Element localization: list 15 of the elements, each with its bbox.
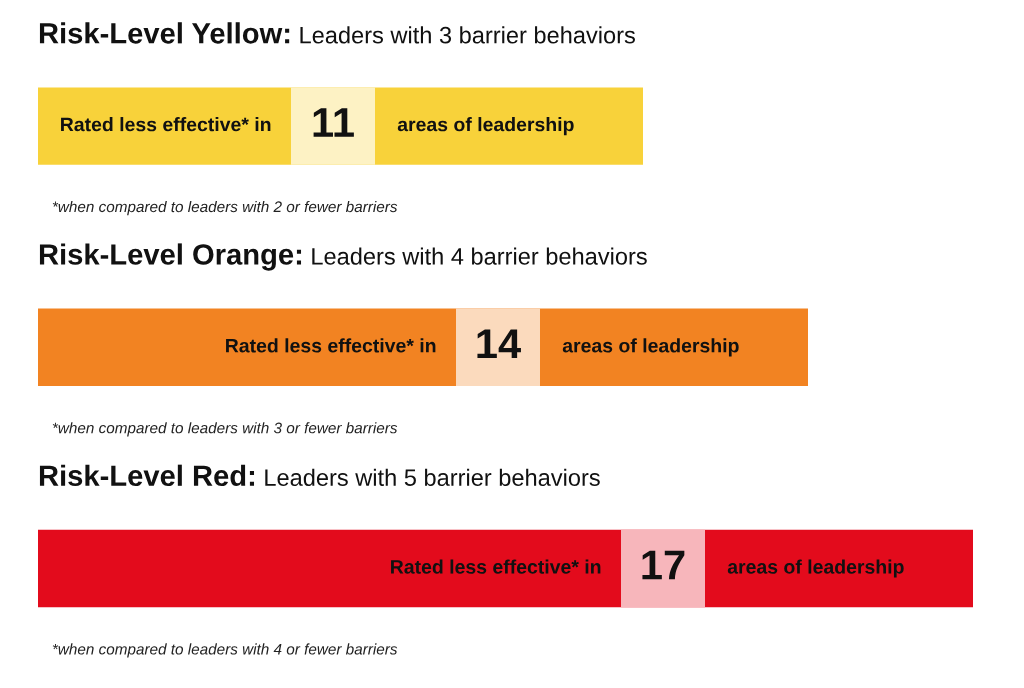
y-tick-label: Risk-Level Red: Leaders with 5 barrier behaviors	[39, 464, 600, 487]
annotation: areas of leadership	[727, 559, 904, 578]
text: *when compared to leaders with 4 or fewer barriers	[52, 643, 398, 658]
annotation: *when compared to leaders with 2 or fewer barriers	[52, 200, 398, 216]
annotation: Rated less effective* in	[61, 117, 271, 132]
y-tick-label: Risk-Level Yellow: Leaders with 3 barrier behaviors	[39, 22, 635, 44]
annotation: areas of leadership	[397, 117, 574, 136]
annotation: areas of leadership	[562, 338, 739, 357]
y-tick-label: Risk-Level Orange: Leaders with 4 barrier behaviors	[39, 243, 647, 271]
annotation: Rated less effective* in	[391, 559, 601, 574]
annotation: Rated less effective* in	[226, 338, 436, 353]
data-label: 14	[477, 329, 521, 359]
data-label: 11	[313, 108, 354, 137]
data-label: 17	[642, 550, 685, 580]
annotation: *when compared to leaders with 3 or fewer barriers	[52, 422, 398, 437]
